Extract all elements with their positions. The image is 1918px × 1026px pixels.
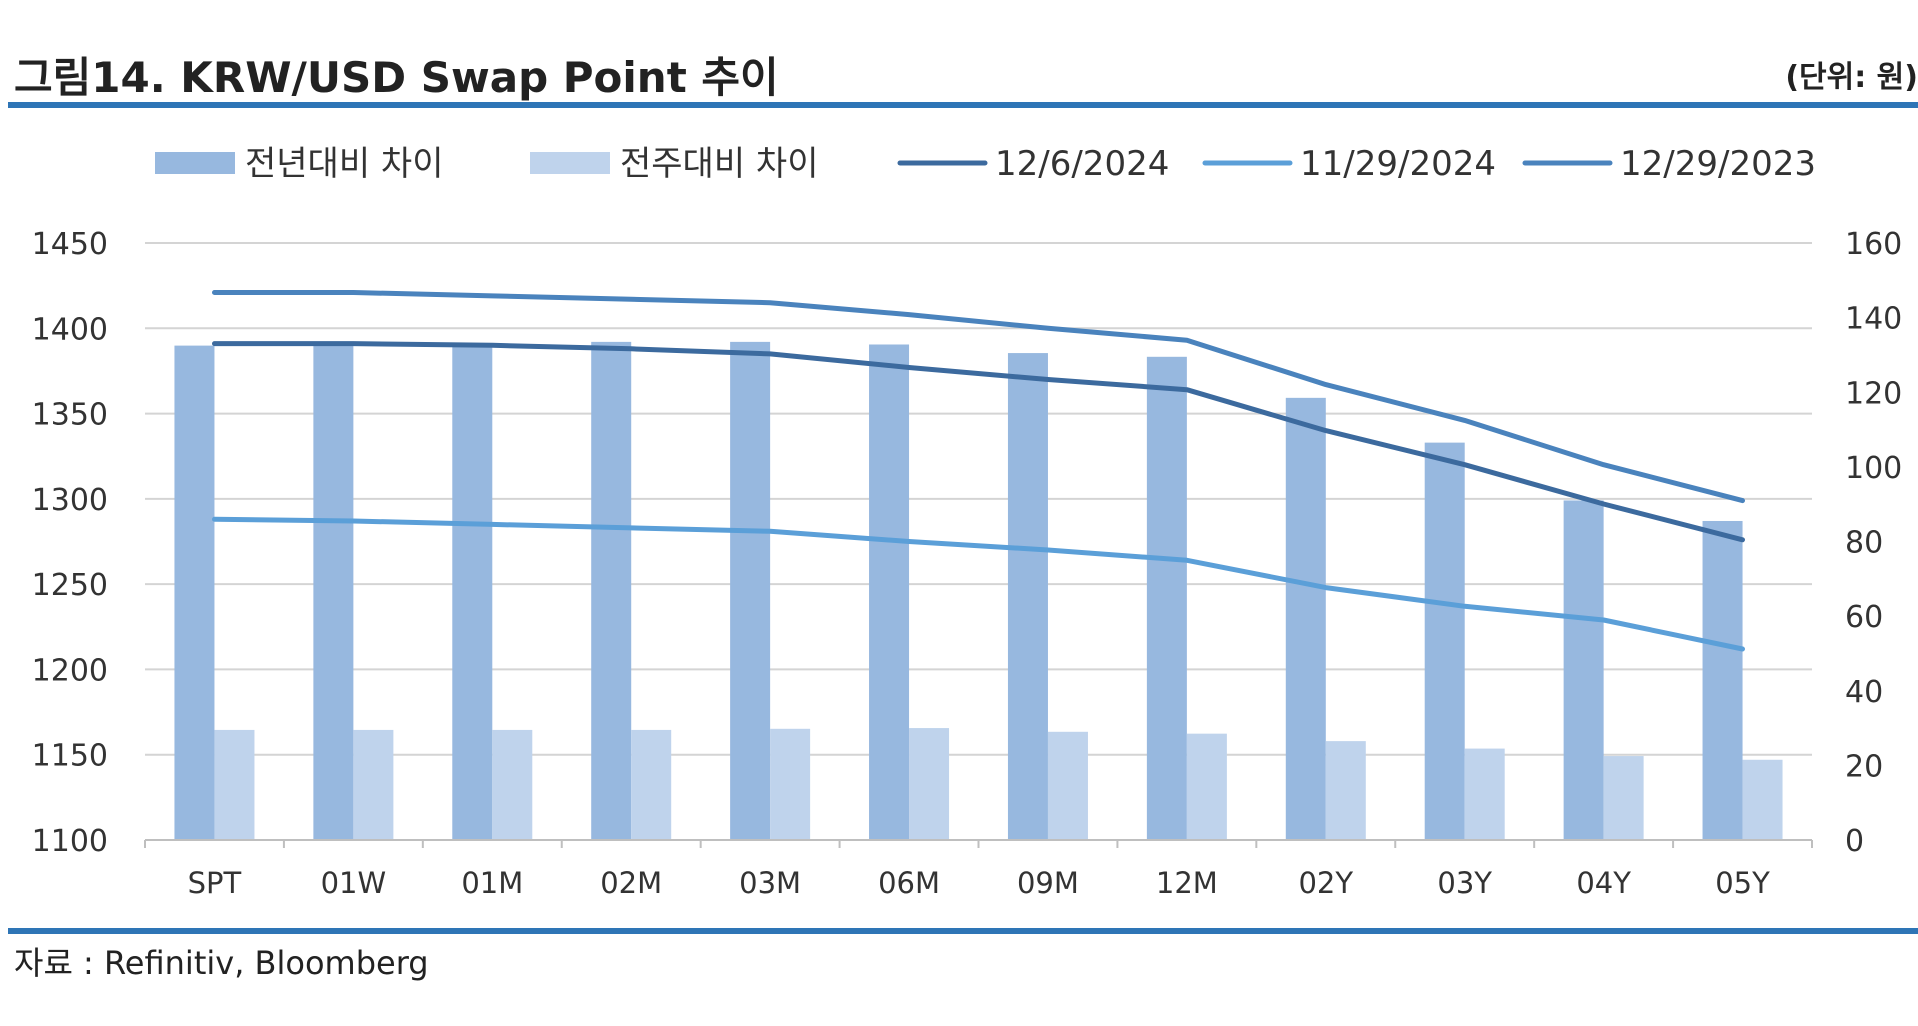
y-left-tick-label: 1300 <box>32 483 108 518</box>
bar-layer <box>174 341 1783 840</box>
bar-wow <box>909 728 950 840</box>
bar-wow <box>353 729 394 840</box>
y-right-tick-label: 140 <box>1845 302 1902 337</box>
bar-yoy <box>1146 356 1187 840</box>
x-tick-label: SPT <box>188 866 242 900</box>
bar-wow <box>214 729 255 840</box>
y-left-tick-label: 1400 <box>32 312 108 347</box>
y-left-tick-label: 1200 <box>32 653 108 688</box>
x-tick-label: 01M <box>461 866 523 900</box>
legend-label: 12/29/2023 <box>1620 144 1816 184</box>
axis-layer <box>144 839 1813 848</box>
bar-yoy <box>1285 397 1326 840</box>
legend-label: 11/29/2024 <box>1300 144 1496 184</box>
bar-wow <box>1325 741 1366 840</box>
bar-yoy <box>313 343 354 840</box>
label-layer: 1100 1150 1200 1250 1300 1350 1400 1450 0 20 40 60 8… <box>32 227 1903 900</box>
x-tick-label: 12M <box>1156 866 1218 900</box>
x-tick-label: 06M <box>878 866 940 900</box>
bar-yoy <box>174 345 215 840</box>
bar-yoy <box>1563 500 1604 840</box>
y-right-tick-label: 160 <box>1845 227 1902 262</box>
figure-title: 그림14. KRW/USD Swap Point 추이 <box>14 53 779 102</box>
y-right-tick-label: 60 <box>1845 600 1883 635</box>
source-note: 자료 : Refinitiv, Bloomberg <box>14 944 429 982</box>
x-tick-label: 02M <box>600 866 662 900</box>
bar-yoy <box>730 341 771 840</box>
legend-swatch <box>530 152 610 174</box>
bottom-rule <box>8 928 1918 934</box>
legend: 전년대비 차이 전주대비 차이 12/6/2024 11/29/2024 12/29/2… <box>155 144 1816 184</box>
bar-wow <box>770 728 811 840</box>
legend-label: 전주대비 차이 <box>620 144 819 184</box>
series-line-12-6-2024 <box>212 341 1745 543</box>
unit-label: (단위: 원) <box>1785 60 1918 95</box>
bar-wow <box>1464 748 1505 840</box>
legend-swatch <box>155 152 235 174</box>
bar-wow <box>1603 756 1644 840</box>
y-left-tick-label: 1100 <box>32 824 108 859</box>
x-tick-label: 03M <box>739 866 801 900</box>
x-tick-label: 09M <box>1017 866 1079 900</box>
bar-wow <box>1742 759 1783 840</box>
y-right-tick-label: 0 <box>1845 824 1864 859</box>
bar-yoy <box>1702 520 1743 840</box>
series-line-12-29-2023 <box>212 290 1745 504</box>
bar-yoy <box>1424 442 1465 840</box>
bar-wow <box>631 729 672 840</box>
bar-yoy <box>591 341 632 840</box>
y-right-tick-label: 120 <box>1845 376 1902 411</box>
x-tick-label: 03Y <box>1437 866 1492 900</box>
bar-yoy <box>452 345 493 840</box>
y-right-tick-label: 80 <box>1845 526 1883 561</box>
legend-label: 12/6/2024 <box>995 144 1169 184</box>
top-rule <box>8 102 1918 108</box>
y-left-tick-label: 1350 <box>32 398 108 433</box>
bar-wow <box>1047 731 1088 840</box>
x-tick-label: 05Y <box>1715 866 1770 900</box>
legend-label: 전년대비 차이 <box>245 144 444 184</box>
y-left-tick-label: 1450 <box>32 227 108 262</box>
x-tick-label: 02Y <box>1298 866 1353 900</box>
bar-wow <box>1186 733 1227 840</box>
line-layer <box>212 290 1745 652</box>
y-left-tick-label: 1150 <box>32 739 108 774</box>
y-left-tick-label: 1250 <box>32 568 108 603</box>
y-right-tick-label: 20 <box>1845 749 1883 784</box>
x-tick-label: 04Y <box>1576 866 1631 900</box>
grid-layer <box>145 242 1812 756</box>
bar-yoy <box>1007 353 1048 840</box>
series-line-11-29-2024 <box>212 516 1745 652</box>
x-tick-label: 01W <box>321 866 387 900</box>
bar-yoy <box>869 344 910 840</box>
bar-wow <box>492 729 533 840</box>
y-right-tick-label: 40 <box>1845 675 1883 710</box>
y-right-tick-label: 100 <box>1845 451 1902 486</box>
